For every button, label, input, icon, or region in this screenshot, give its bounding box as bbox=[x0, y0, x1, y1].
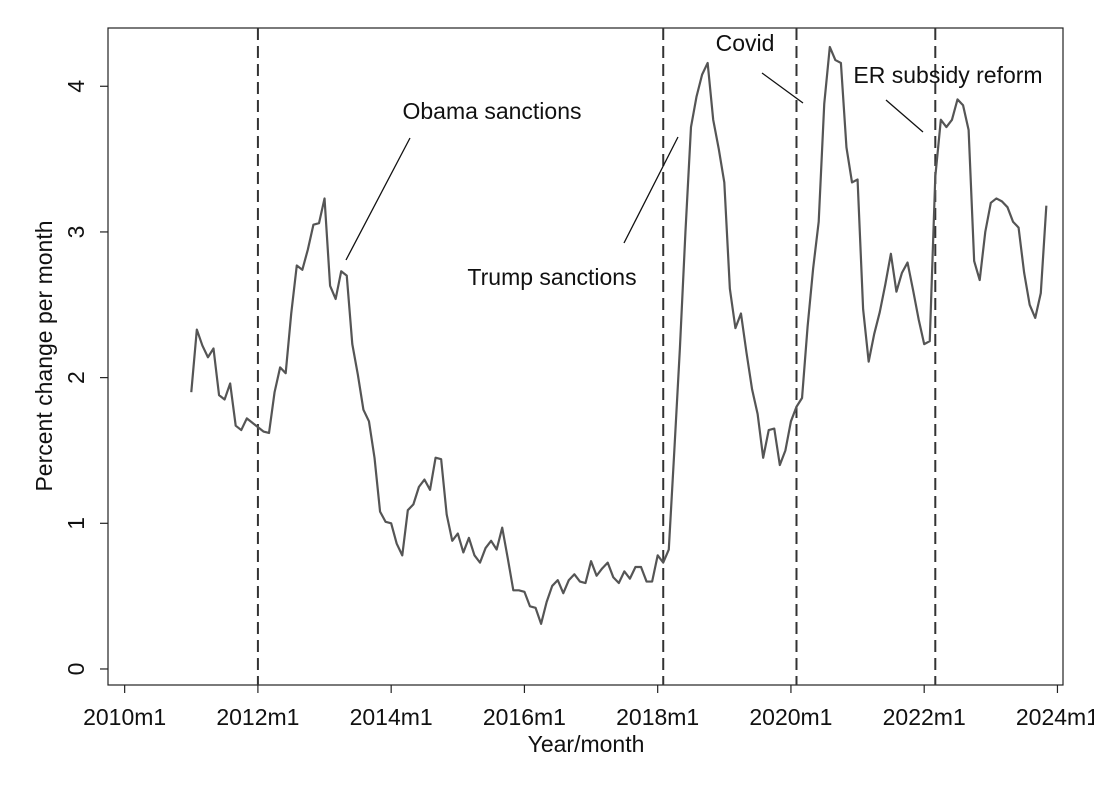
annotation-leader bbox=[345, 137, 411, 261]
plot-frame bbox=[107, 27, 1064, 686]
y-tick-label: 2 bbox=[63, 371, 89, 384]
annotation: ER subsidy reform bbox=[853, 62, 1042, 88]
x-tick-label: 2014m1 bbox=[350, 704, 433, 730]
x-tick-label: 2018m1 bbox=[616, 704, 699, 730]
y-axis-title: Percent change per month bbox=[31, 220, 57, 491]
data-line bbox=[190, 45, 1048, 625]
x-axis-title: Year/month bbox=[528, 731, 645, 757]
annotation-leader bbox=[885, 99, 924, 133]
y-tick-label: 1 bbox=[63, 517, 89, 530]
annotation: Obama sanctions bbox=[403, 98, 582, 124]
annotation: Covid bbox=[716, 30, 775, 56]
annotation-leader bbox=[761, 72, 804, 104]
x-tick-label: 2016m1 bbox=[483, 704, 566, 730]
x-tick-label: 2024m1 bbox=[1016, 704, 1094, 730]
annotation-leader bbox=[623, 136, 679, 244]
y-tick-label: 3 bbox=[63, 226, 89, 239]
y-tick-label: 0 bbox=[63, 663, 89, 676]
x-tick-label: 2022m1 bbox=[883, 704, 966, 730]
y-tick-label: 4 bbox=[63, 80, 89, 93]
x-tick-label: 2012m1 bbox=[216, 704, 299, 730]
x-tick-label: 2010m1 bbox=[83, 704, 166, 730]
x-tick-label: 2020m1 bbox=[749, 704, 832, 730]
annotation: Trump sanctions bbox=[467, 264, 636, 290]
